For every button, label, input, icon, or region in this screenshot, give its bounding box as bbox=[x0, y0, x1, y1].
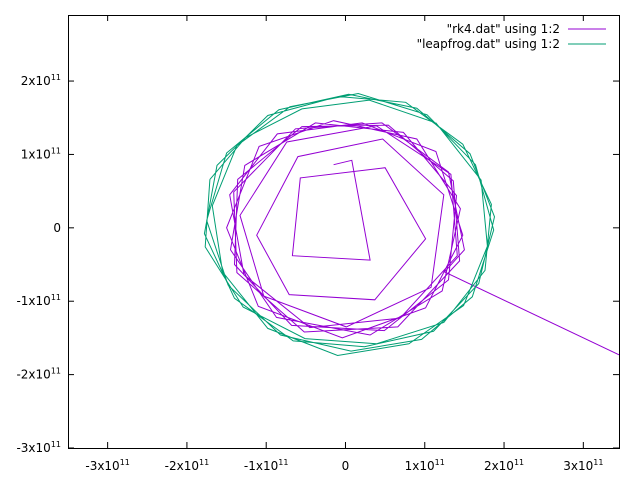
x-tick-label: -2x1011 bbox=[165, 458, 210, 473]
y-tick-label: -3x1011 bbox=[16, 440, 61, 455]
axis-ticks: -3x1011 -2x1011 -1x1011 0 1x1011 2x1011 3x1011… bbox=[16, 15, 619, 473]
series-line-2 bbox=[203, 92, 496, 357]
x-tick-label: -3x1011 bbox=[85, 458, 130, 473]
x-tick-label: 1x1011 bbox=[405, 458, 445, 473]
x-tick-label: -1x1011 bbox=[244, 458, 289, 473]
legend-label-1: "rk4.dat" using 1:2 bbox=[447, 22, 560, 36]
series-layer bbox=[203, 92, 619, 357]
plot-border bbox=[68, 15, 620, 449]
y-tick-label: -2x1011 bbox=[16, 367, 61, 382]
y-tick-label: 2x1011 bbox=[21, 73, 61, 88]
x-tick-label: 0 bbox=[342, 459, 350, 473]
series-line-1 bbox=[226, 120, 619, 356]
legend: "rk4.dat" using 1:2"leapfrog.dat" using … bbox=[417, 22, 606, 51]
x-tick-label: 2x1011 bbox=[484, 458, 524, 473]
y-tick-label: 0 bbox=[53, 221, 61, 235]
legend-label-2: "leapfrog.dat" using 1:2 bbox=[417, 37, 560, 51]
x-tick-label: 3x1011 bbox=[563, 458, 603, 473]
y-tick-label: 1x1011 bbox=[21, 146, 61, 161]
y-tick-label: -1x1011 bbox=[16, 293, 61, 308]
